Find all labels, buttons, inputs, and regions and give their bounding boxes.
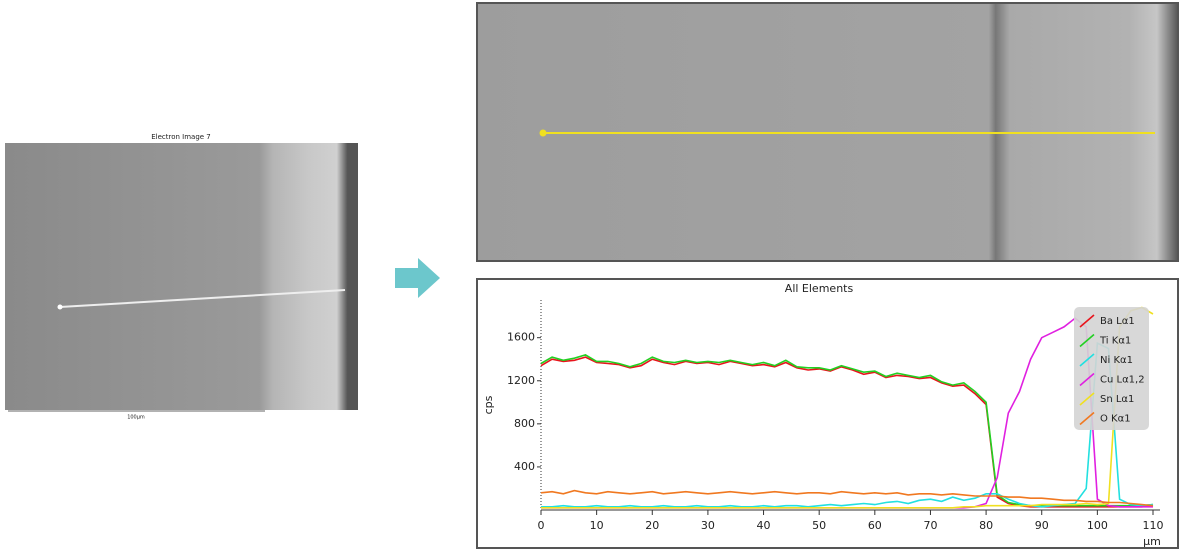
chart-title: All Elements	[785, 282, 854, 295]
scan-start	[539, 129, 547, 137]
x-tick-label: 10	[590, 519, 604, 532]
x-tick-label: 60	[868, 519, 882, 532]
legend-label: Ti Kα1	[1099, 336, 1131, 347]
legend-swatch	[1079, 411, 1095, 426]
legend-swatch	[1079, 353, 1095, 367]
y-tick-label: 1600	[507, 331, 535, 344]
x-tick-label: 80	[979, 519, 993, 532]
series-line	[540, 356, 1154, 508]
legend-box	[1074, 307, 1149, 430]
chart-frame	[476, 278, 1179, 549]
y-tick-label: 1200	[507, 374, 535, 387]
legend-swatch	[1079, 314, 1095, 328]
y-axis-label: cps	[482, 395, 495, 414]
legend-label: Ba Lα1	[1100, 316, 1135, 327]
x-tick-label: 0	[538, 519, 545, 532]
scale-label: 100µm	[127, 415, 145, 421]
y-tick-label: 400	[514, 460, 535, 473]
x-tick-label: 20	[645, 519, 659, 532]
electron-image	[5, 143, 358, 410]
scan-line	[59, 289, 346, 308]
series-line	[541, 306, 1154, 509]
series-line	[541, 341, 1154, 508]
legend-label: Cu Lα1,2	[1100, 375, 1145, 386]
x-tick-label: 90	[1035, 519, 1049, 532]
legend-swatch	[1079, 372, 1095, 387]
y-tick-label: 800	[514, 417, 535, 430]
x-tick-label: 40	[757, 519, 771, 532]
x-tick-label: 50	[812, 519, 826, 532]
series-line	[540, 489, 1154, 507]
scan-start	[57, 304, 63, 310]
arrow	[395, 258, 440, 298]
legend-swatch	[1079, 392, 1095, 406]
x-axis-label: µm	[1143, 535, 1161, 548]
legend-swatch	[1079, 333, 1095, 348]
legend-label: O Kα1	[1100, 414, 1131, 425]
x-tick-label: 100	[1087, 519, 1108, 532]
legend-label: Sn Lα1	[1100, 394, 1134, 405]
x-tick-label: 30	[701, 519, 715, 532]
image-title: Electron Image 7	[151, 133, 211, 141]
legend-label: Ni Kα1	[1100, 355, 1133, 366]
x-tick-label: 110	[1143, 519, 1164, 532]
x-tick-label: 70	[923, 519, 937, 532]
